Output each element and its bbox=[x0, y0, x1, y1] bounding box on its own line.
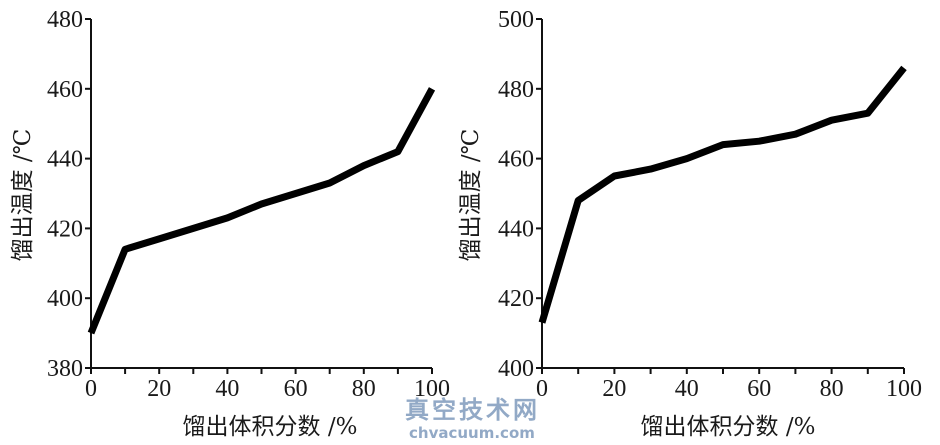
y-tick-label: 460 bbox=[47, 77, 83, 103]
y-tick-label: 400 bbox=[498, 356, 534, 382]
right-chart: 400 420 440 460 480 500 0 20 40 60 80 100 馏出体积分数 /% 馏… bbox=[458, 7, 922, 440]
y-tick-label: 420 bbox=[498, 286, 534, 312]
x-tick-label: 100 bbox=[886, 376, 922, 402]
watermark-en: chvacuum.com bbox=[409, 424, 535, 442]
x-tick-label: 80 bbox=[352, 376, 376, 402]
y-tick-label: 440 bbox=[47, 147, 83, 173]
x-tick-label: 0 bbox=[85, 376, 97, 402]
x-tick-label: 100 bbox=[414, 376, 450, 402]
y-tick-label: 480 bbox=[498, 77, 534, 103]
data-line bbox=[87, 87, 436, 335]
x-tick-label: 40 bbox=[215, 376, 239, 402]
y-tick-label: 460 bbox=[498, 147, 534, 173]
y-tick-label: 400 bbox=[47, 286, 83, 312]
axes bbox=[90, 19, 432, 369]
watermark-cn: 真空技术网 bbox=[405, 395, 540, 424]
x-tick-label: 60 bbox=[284, 376, 308, 402]
y-tick-label: 420 bbox=[47, 216, 83, 242]
y-tick-label: 500 bbox=[498, 7, 534, 33]
x-tick-label: 20 bbox=[602, 376, 626, 402]
x-tick-label: 40 bbox=[675, 376, 699, 402]
x-tick-label: 20 bbox=[147, 376, 171, 402]
axes bbox=[541, 19, 904, 369]
y-axis-title: 馏出温度 /℃ bbox=[458, 129, 484, 262]
y-tick-label: 380 bbox=[47, 356, 83, 382]
x-tick-label: 80 bbox=[820, 376, 844, 402]
data-line bbox=[538, 65, 907, 324]
y-axis-title: 馏出温度 /℃ bbox=[10, 129, 36, 262]
y-tick-label: 480 bbox=[47, 7, 83, 33]
x-axis-title: 馏出体积分数 /% bbox=[183, 414, 358, 440]
watermark: 真空技术网 chvacuum.com bbox=[405, 395, 540, 442]
x-tick-label: 60 bbox=[747, 376, 771, 402]
y-tick-label: 440 bbox=[498, 216, 534, 242]
x-axis-title: 馏出体积分数 /% bbox=[641, 414, 816, 440]
left-chart: 380 400 420 440 460 480 0 20 40 60 80 100 馏出体积分数 /% 馏… bbox=[10, 7, 450, 440]
x-tick-label: 0 bbox=[536, 376, 548, 402]
